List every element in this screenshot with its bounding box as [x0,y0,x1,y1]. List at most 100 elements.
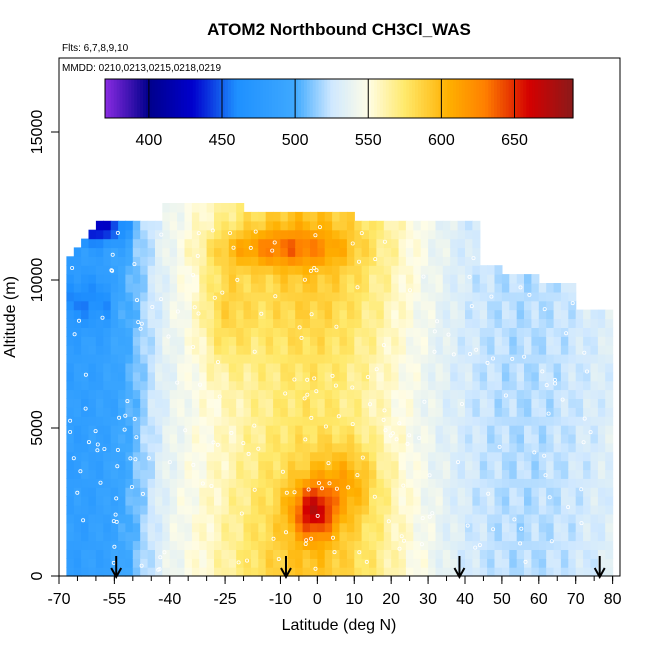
sample-point [136,320,141,325]
heat-cell [405,389,414,399]
heat-cell [199,211,208,222]
sample-point [427,473,432,478]
heat-cell [295,567,304,577]
colorbar-segment [321,79,325,118]
heat-cell [376,229,385,240]
heat-cell [339,318,348,328]
heat-cell [442,540,451,550]
heat-cell [487,407,496,417]
heat-cell [95,380,104,391]
heat-cell [110,487,119,497]
heat-cell [442,247,451,257]
heat-cell [369,407,377,417]
colorbar-segment [222,79,226,118]
heat-cell [302,291,311,302]
heat-cell [221,540,230,550]
sample-point [68,429,73,434]
heat-cell [199,433,208,444]
heat-cell [472,496,481,506]
colorbar-segment [365,79,369,118]
heat-cell [73,309,82,320]
heat-cell [472,238,481,249]
sample-point [560,397,565,402]
heat-cell [369,442,377,453]
sample-point [159,232,164,237]
heat-cell [383,425,392,435]
heat-cell [369,478,377,488]
heat-cell [110,522,119,533]
heat-cell [125,478,134,488]
sample-point [83,372,88,377]
heat-cell [339,522,348,533]
heat-cell [398,354,407,364]
heat-cell [132,327,141,337]
heat-cell [310,416,318,426]
heat-cell [487,389,496,399]
heat-cell [88,522,97,533]
heat-cell [568,513,577,524]
heat-cell [295,265,304,275]
heat-cell [310,380,318,391]
heat-cell [383,291,392,302]
heat-cell [295,451,304,462]
heat-cell [221,274,230,284]
heat-cell [132,283,141,293]
heat-cell [73,380,82,391]
heat-cell [118,256,127,266]
heat-cell [575,496,584,506]
heat-cell [206,389,215,399]
heat-cell [465,229,473,240]
heat-cell [250,327,259,337]
heat-cell [324,238,333,249]
sample-point [552,377,557,382]
heat-cell [118,238,127,249]
heat-cell [391,451,400,462]
heat-cell [442,407,451,417]
colorbar-segment [134,79,138,118]
heat-cell [361,407,370,417]
colorbar-segment [344,79,349,118]
heat-cell [236,220,245,231]
heat-cell [538,283,547,293]
heat-cell [369,567,377,577]
heat-cell [265,256,274,266]
sample-point [114,496,119,501]
heat-cell [560,487,569,497]
heat-cell [509,371,518,382]
heat-cell [243,558,252,568]
colorbar-segment [268,79,273,118]
heat-cell [560,416,569,426]
heat-cell [295,460,304,471]
heat-cell [494,327,503,337]
heat-cell [568,327,577,337]
heat-cell [221,220,230,231]
sample-point [196,311,201,316]
sample-point [367,402,372,407]
heat-cell [339,274,348,284]
heat-cell [560,460,569,471]
colorbar-segment [505,79,510,118]
heat-cell [494,505,503,515]
heat-cell [560,442,569,453]
heat-cell [465,522,473,533]
heat-cell [103,247,112,257]
sample-point [399,534,404,539]
heat-cell [398,283,407,293]
heat-cell [479,318,488,328]
heat-cell [162,203,171,213]
heat-cell [442,567,451,577]
heat-cell [66,309,75,320]
heat-cell [339,300,348,311]
heat-cell [243,318,252,328]
sample-point [327,481,332,486]
heat-cell [88,540,97,550]
heat-cell [228,354,237,364]
heat-cell [295,238,304,249]
heat-cell [583,309,592,320]
heat-cell [324,496,333,506]
heat-cell [376,522,385,533]
heat-cell [354,283,363,293]
heat-cell [287,416,296,426]
heat-cell [310,425,318,435]
sample-point [239,511,244,516]
